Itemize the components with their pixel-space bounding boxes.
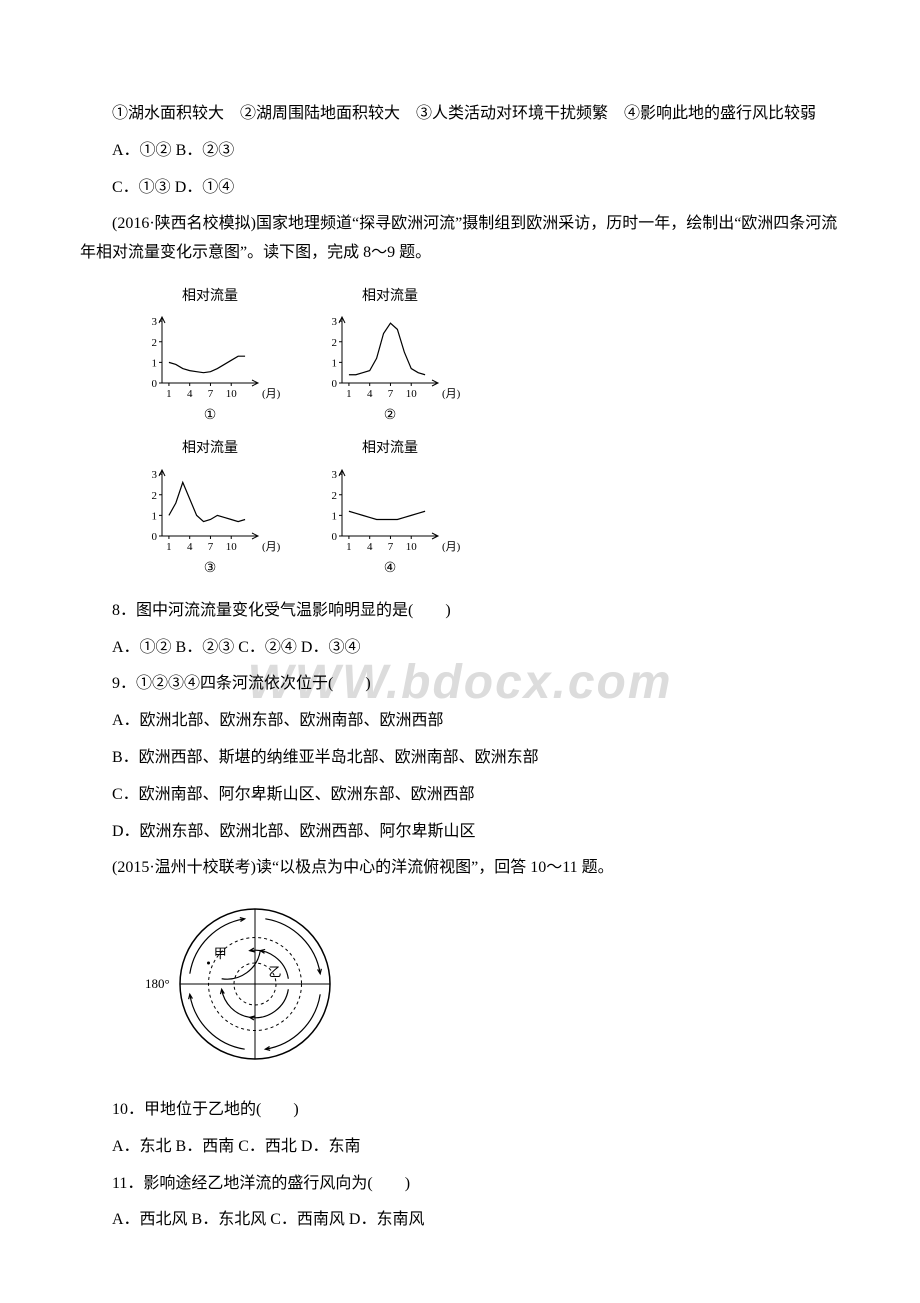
q7-optD: D．①④ (175, 179, 235, 196)
q10-stem: 10．甲地位于乙地的( ) (80, 1096, 840, 1125)
q9-optD: D．欧洲东部、欧洲北部、欧洲西部、阿尔卑斯山区 (80, 818, 840, 847)
chart-title-4: 相对流量 (362, 436, 418, 461)
svg-text:2: 2 (152, 489, 158, 501)
svg-text:3: 3 (152, 316, 158, 328)
chart-svg-3: 012314710(月) (140, 464, 280, 554)
svg-text:1: 1 (346, 388, 352, 400)
svg-text:(月): (月) (442, 541, 460, 553)
polar-svg: 180° 甲乙 (140, 899, 350, 1069)
passage1-text: (2016·陕西名校模拟)国家地理频道“探寻欧洲河流”摄制组到欧洲采访，历时一年… (80, 210, 840, 268)
svg-text:4: 4 (367, 388, 373, 400)
svg-text:2: 2 (332, 337, 338, 349)
svg-text:4: 4 (187, 388, 193, 400)
chart-cell-4: 相对流量 012314710(月) ④ (320, 436, 460, 580)
q7-optB: B．②③ (176, 142, 235, 159)
svg-text:1: 1 (166, 541, 172, 553)
svg-text:0: 0 (152, 378, 158, 390)
chart-cell-2: 相对流量 012314710(月) ② (320, 284, 460, 428)
svg-text:1: 1 (152, 510, 158, 522)
svg-text:1: 1 (346, 541, 352, 553)
svg-text:3: 3 (152, 469, 158, 481)
q8-stem: 8．图中河流流量变化受气温影响明显的是( ) (80, 597, 840, 626)
svg-text:10: 10 (226, 541, 238, 553)
svg-text:乙: 乙 (269, 965, 282, 980)
svg-text:10: 10 (406, 541, 418, 553)
svg-text:0: 0 (332, 378, 338, 390)
chart-title-3: 相对流量 (182, 436, 238, 461)
q8-opts: A．①② B．②③ C．②④ D．③④ (80, 634, 840, 663)
svg-text:1: 1 (332, 510, 338, 522)
chart-svg-4: 012314710(月) (320, 464, 460, 554)
chart-row-2: 相对流量 012314710(月) ③ 相对流量 012314710(月) ④ (140, 436, 840, 580)
chart-row-1: 相对流量 012314710(月) ① 相对流量 012314710(月) ② (140, 284, 840, 428)
svg-text:1: 1 (152, 358, 158, 370)
chart-label-2: ② (384, 403, 397, 428)
svg-text:1: 1 (166, 388, 172, 400)
polar-block: 180° 甲乙 (140, 899, 840, 1080)
q9-optA: A．欧洲北部、欧洲东部、欧洲南部、欧洲西部 (80, 707, 840, 736)
q9-stem: 9．①②③④四条河流依次位于( ) (80, 670, 840, 699)
svg-text:180°: 180° (145, 976, 170, 991)
passage2-text: (2015·温州十校联考)读“以极点为中心的洋流俯视图”，回答 10～11 题。 (80, 854, 840, 883)
svg-text:10: 10 (406, 388, 418, 400)
q7-optA: A．①② (112, 142, 172, 159)
svg-text:0: 0 (332, 531, 338, 543)
svg-text:7: 7 (208, 541, 214, 553)
svg-text:(月): (月) (262, 388, 280, 400)
svg-text:7: 7 (388, 541, 394, 553)
svg-text:7: 7 (208, 388, 214, 400)
q11-stem: 11．影响途经乙地洋流的盛行风向为( ) (80, 1170, 840, 1199)
svg-text:10: 10 (226, 388, 238, 400)
chart-label-1: ① (204, 403, 217, 428)
svg-text:7: 7 (388, 388, 394, 400)
svg-text:3: 3 (332, 316, 338, 328)
svg-text:0: 0 (152, 531, 158, 543)
svg-text:(月): (月) (262, 541, 280, 553)
q10-opts: A．东北 B．西南 C．西北 D．东南 (80, 1133, 840, 1162)
svg-text:(月): (月) (442, 388, 460, 400)
svg-text:4: 4 (367, 541, 373, 553)
q7-stem: ①湖水面积较大 ②湖周围陆地面积较大 ③人类活动对环境干扰频繁 ④影响此地的盛行… (80, 100, 840, 129)
chart-cell-1: 相对流量 012314710(月) ① (140, 284, 280, 428)
svg-text:2: 2 (152, 337, 158, 349)
chart-svg-1: 012314710(月) (140, 311, 280, 401)
chart-svg-2: 012314710(月) (320, 311, 460, 401)
chart-cell-3: 相对流量 012314710(月) ③ (140, 436, 280, 580)
chart-title-1: 相对流量 (182, 284, 238, 309)
q9-optC: C．欧洲南部、阿尔卑斯山区、欧洲东部、欧洲西部 (80, 781, 840, 810)
svg-text:2: 2 (332, 489, 338, 501)
svg-text:甲: 甲 (214, 946, 227, 961)
q7-optC: C．①③ (112, 179, 171, 196)
q11-opts: A．西北风 B．东北风 C．西南风 D．东南风 (80, 1206, 840, 1235)
chart-title-2: 相对流量 (362, 284, 418, 309)
svg-text:4: 4 (187, 541, 193, 553)
chart-label-3: ③ (204, 556, 217, 581)
q7-options-line1: A．①② B．②③ (80, 137, 840, 166)
chart-label-4: ④ (384, 556, 397, 581)
q7-options-line2: C．①③ D．①④ (80, 174, 840, 203)
q9-optB: B．欧洲西部、斯堪的纳维亚半岛北部、欧洲南部、欧洲东部 (80, 744, 840, 773)
page-content: ①湖水面积较大 ②湖周围陆地面积较大 ③人类活动对环境干扰频繁 ④影响此地的盛行… (80, 100, 840, 1235)
svg-text:1: 1 (332, 358, 338, 370)
svg-text:3: 3 (332, 469, 338, 481)
chart-block: 相对流量 012314710(月) ① 相对流量 012314710(月) ② … (140, 284, 840, 581)
